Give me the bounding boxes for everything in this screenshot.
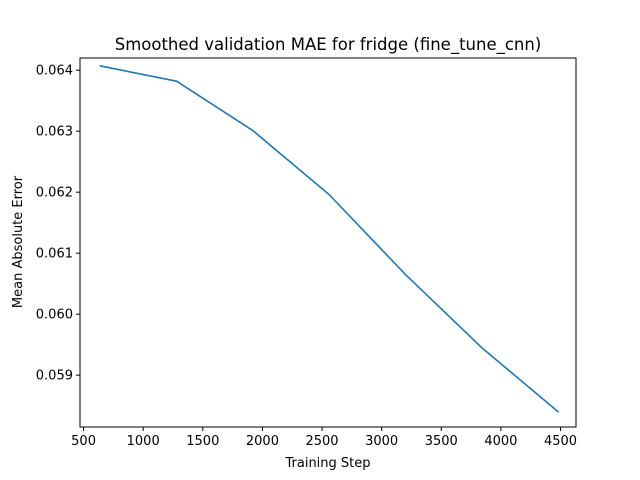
y-tick-label: 0.061 (36, 247, 73, 262)
x-axis: 500 1000 1500 2000 2500 3000 3500 4000 4500 (71, 427, 577, 449)
plot-area (99, 65, 559, 413)
series-line (99, 65, 559, 413)
y-axis: 0.059 0.060 0.061 0.062 0.063 0.064 (36, 64, 80, 384)
y-tick-label: 0.062 (36, 186, 73, 201)
data-point (176, 80, 178, 82)
y-tick-label: 0.060 (36, 308, 73, 323)
x-tick-label: 1500 (186, 434, 219, 449)
y-axis-label: Mean Absolute Error (11, 175, 26, 308)
y-tick-label: 0.063 (36, 125, 73, 140)
data-point (481, 347, 483, 349)
data-point (252, 130, 254, 132)
chart-title: Smoothed validation MAE for fridge (fine… (115, 35, 542, 55)
data-point (557, 411, 559, 413)
x-tick-label: 1000 (127, 434, 160, 449)
y-tick-label: 0.064 (36, 64, 73, 79)
data-point (405, 274, 407, 276)
x-axis-label: Training Step (284, 456, 370, 471)
y-tick-label: 0.059 (36, 369, 73, 384)
x-tick-label: 4500 (544, 434, 577, 449)
x-tick-label: 3000 (365, 434, 398, 449)
x-tick-label: 500 (71, 434, 96, 449)
x-tick-label: 4000 (484, 434, 517, 449)
plot-frame (79, 57, 577, 428)
x-tick-label: 3500 (425, 434, 458, 449)
data-point (99, 65, 101, 67)
x-tick-label: 2000 (246, 434, 279, 449)
data-point (328, 194, 330, 196)
x-tick-label: 2500 (305, 434, 338, 449)
